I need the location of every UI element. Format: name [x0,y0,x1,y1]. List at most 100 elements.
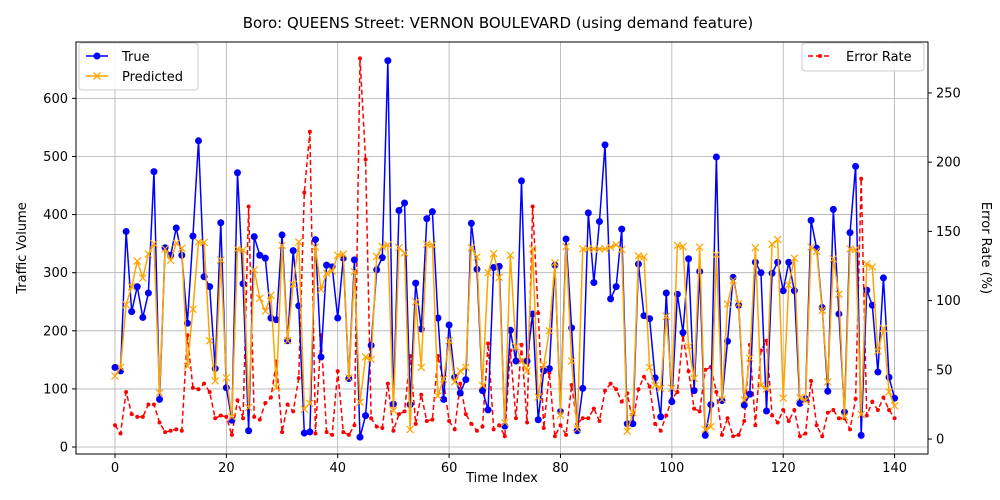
true-point [774,258,782,266]
predicted-point [517,357,526,365]
true-point [534,416,542,424]
predicted-point [679,242,687,251]
legend-right-box [801,42,925,72]
true-point [517,177,525,185]
true-point [462,376,470,384]
true-point [128,308,136,316]
predicted-point [667,384,676,393]
error-rate-point [781,407,786,412]
predicted-point [868,262,877,271]
predicted-point [528,244,537,253]
predicted-point [511,342,520,351]
error-rate-point [486,341,491,346]
true-point [685,255,693,263]
predicted-point [734,299,743,308]
error-rate-point [786,419,791,424]
predicted-point [790,254,799,263]
x-axis-label: Time Index [465,471,538,486]
error-rate-point [770,413,775,418]
predicted-point [807,243,815,252]
predicted-point [589,244,598,253]
error-rate-point [174,427,179,432]
y-tick-label: 500 [43,150,68,165]
predicted-point [823,378,832,386]
true-point [395,207,403,215]
true-point [796,399,804,407]
true-point [512,357,520,365]
true-point [195,137,203,145]
y-tick-label: 0 [60,441,68,456]
predicted-point [183,362,192,371]
predicted-point [339,250,348,259]
predicted-point [523,366,531,375]
y-tick-label: 600 [43,92,68,107]
true-point [311,236,319,244]
error-rate-point [536,311,541,316]
predicted-point [723,300,732,309]
y-right-tick-label: 200 [936,156,961,171]
predicted-point [745,354,754,363]
predicted-point [757,381,765,390]
error-rate-point [474,428,479,433]
error-rate-point [196,387,201,392]
predicted-point [478,381,487,390]
ticks-layer: 0 20 40 60 80 100 120 140 0 100 200 300 400 500 600 0 50… [43,86,961,476]
predicted-point [266,291,275,300]
predicted-point [216,255,225,264]
error-rate-point [552,434,557,439]
predicted-point [239,246,247,254]
error-rate-point [714,389,719,394]
predicted-point [595,244,604,253]
error-rate-point [430,417,435,422]
error-rate-point [363,157,368,162]
error-rate-point [202,381,207,386]
predicted-point [662,312,671,321]
error-rate-point [692,406,697,411]
chart-title: Boro: QUEENS Street: VERNON BOULEVARD (u… [243,14,754,32]
error-rate-point [146,402,151,407]
true-point [111,363,119,371]
predicted-point [417,363,426,372]
error-rate-point [190,385,195,390]
predicted-point [718,395,726,404]
error-rate-point [797,434,802,439]
error-rate-point [636,387,641,392]
error-rate-point [224,414,229,419]
y-right-tick-label: 150 [936,225,961,240]
error-rate-point [809,378,814,383]
error-rate-point [519,342,524,347]
y-tick-label: 400 [43,208,68,223]
predicted-point [506,251,515,260]
error-rate-point [241,416,246,421]
true-point [607,295,615,303]
error-rate-point [647,384,652,389]
predicted-point [545,326,554,335]
true-point [885,373,893,381]
error-rate-point [558,423,563,428]
x-tick-label: 100 [659,461,684,476]
predicted-point [840,412,849,421]
predicted-point [372,252,381,261]
error-rate-point [452,427,457,432]
error-rate-point [619,399,624,404]
error-rate-point [719,432,724,437]
true-point [701,431,709,439]
true-point [156,395,164,403]
error-rate-point [369,416,374,421]
error-rate-point [469,421,474,426]
error-rate-point [836,416,841,421]
predicted-point [584,244,593,253]
error-rate-point [447,419,452,424]
predicted-point [261,307,270,315]
predicted-point [890,401,899,410]
predicted-point [328,267,337,275]
predicted-point [706,422,715,431]
true-point [640,312,648,320]
true-point [122,227,130,235]
error-rate-point [307,129,312,134]
true-point [484,406,492,414]
predicted-point [150,239,158,248]
error-rate-point [129,412,134,417]
plot-frame [75,41,929,455]
y-right-axis-label: Error Rate (%) [978,202,993,294]
